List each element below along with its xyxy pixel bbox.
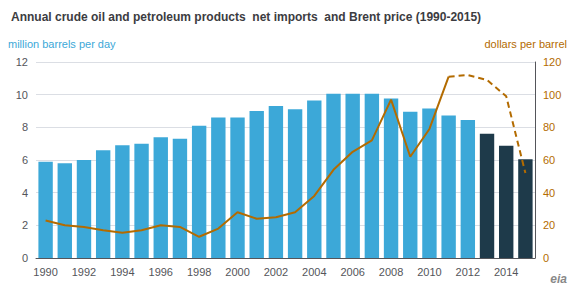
- svg-text:40: 40: [543, 187, 555, 199]
- svg-text:1990: 1990: [33, 266, 57, 278]
- svg-text:2012: 2012: [456, 266, 480, 278]
- svg-text:2008: 2008: [379, 266, 403, 278]
- svg-text:6: 6: [22, 154, 28, 166]
- svg-text:80: 80: [543, 121, 555, 133]
- svg-text:2014: 2014: [494, 266, 518, 278]
- svg-text:2002: 2002: [264, 266, 288, 278]
- svg-text:dollars per barrel: dollars per barrel: [484, 38, 567, 50]
- svg-text:1992: 1992: [72, 266, 96, 278]
- svg-text:12: 12: [16, 56, 28, 68]
- svg-text:60: 60: [543, 154, 555, 166]
- svg-text:0: 0: [543, 252, 549, 264]
- svg-text:eia: eia: [550, 272, 567, 286]
- svg-text:10: 10: [16, 89, 28, 101]
- svg-text:2006: 2006: [340, 266, 364, 278]
- svg-text:1996: 1996: [149, 266, 173, 278]
- svg-text:100: 100: [543, 89, 561, 101]
- svg-text:2004: 2004: [302, 266, 326, 278]
- svg-text:2: 2: [22, 219, 28, 231]
- svg-text:1994: 1994: [110, 266, 134, 278]
- svg-text:Annual crude oil and petroleum: Annual crude oil and petroleum products …: [11, 10, 481, 24]
- svg-text:million barrels per day: million barrels per day: [8, 38, 116, 50]
- svg-text:1998: 1998: [187, 266, 211, 278]
- svg-text:20: 20: [543, 219, 555, 231]
- svg-text:0: 0: [22, 252, 28, 264]
- svg-text:4: 4: [22, 187, 28, 199]
- svg-text:2010: 2010: [417, 266, 441, 278]
- svg-text:2000: 2000: [225, 266, 249, 278]
- svg-text:120: 120: [543, 56, 561, 68]
- svg-text:8: 8: [22, 121, 28, 133]
